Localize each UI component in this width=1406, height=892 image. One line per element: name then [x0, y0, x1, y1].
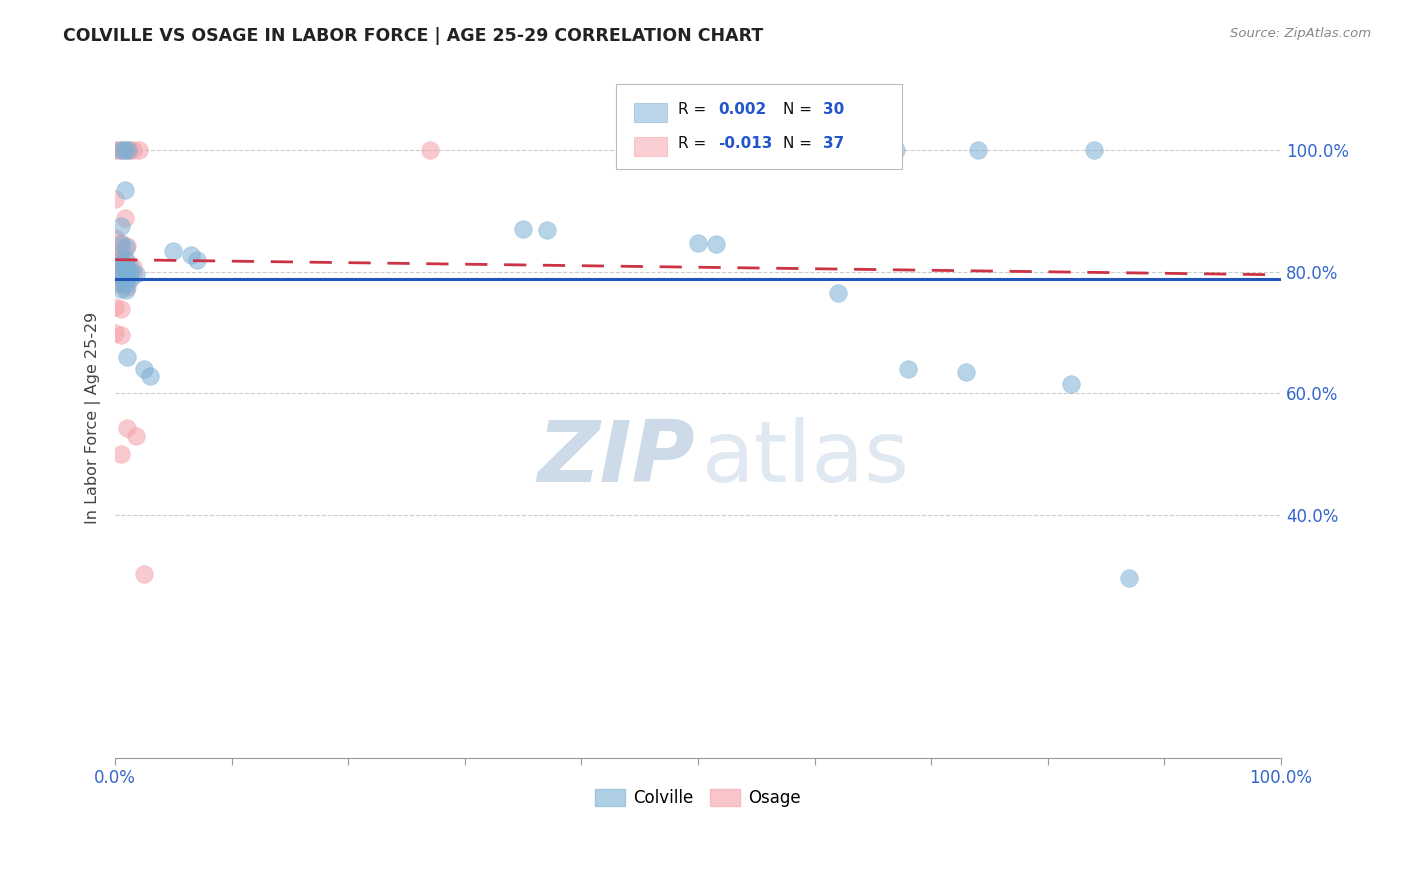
- Point: [114, 183, 136, 197]
- Point: [104, 231, 127, 245]
- Point: [827, 286, 849, 301]
- Point: [111, 275, 134, 289]
- Point: [162, 244, 184, 258]
- Point: [128, 144, 150, 158]
- Point: [111, 245, 134, 260]
- Point: [110, 327, 132, 342]
- Point: [114, 252, 136, 267]
- Point: [115, 269, 138, 284]
- Point: [104, 261, 127, 276]
- Point: [104, 300, 127, 314]
- Point: [114, 211, 136, 226]
- Point: [115, 280, 138, 294]
- FancyBboxPatch shape: [616, 84, 903, 169]
- Point: [104, 144, 127, 158]
- Text: COLVILLE VS OSAGE IN LABOR FORCE | AGE 25-29 CORRELATION CHART: COLVILLE VS OSAGE IN LABOR FORCE | AGE 2…: [63, 27, 763, 45]
- Point: [117, 144, 139, 158]
- Point: [111, 144, 134, 158]
- Point: [110, 269, 132, 284]
- Point: [114, 252, 136, 267]
- Point: [115, 421, 138, 435]
- Point: [115, 239, 138, 253]
- Point: [104, 273, 127, 287]
- Point: [114, 277, 136, 291]
- Point: [114, 240, 136, 254]
- Text: -0.013: -0.013: [718, 136, 772, 151]
- Point: [115, 259, 138, 273]
- Text: ZIP: ZIP: [537, 417, 695, 500]
- Point: [104, 192, 127, 206]
- Point: [110, 258, 132, 272]
- Point: [419, 144, 441, 158]
- Point: [110, 235, 132, 250]
- Point: [114, 259, 136, 273]
- Point: [966, 144, 988, 158]
- Text: N =: N =: [783, 136, 817, 151]
- FancyBboxPatch shape: [634, 136, 666, 156]
- Text: R =: R =: [678, 102, 711, 117]
- Point: [120, 260, 142, 274]
- Point: [110, 258, 132, 272]
- Point: [110, 302, 132, 317]
- Point: [114, 144, 136, 158]
- Point: [110, 276, 132, 290]
- Point: [512, 222, 534, 236]
- Point: [536, 223, 558, 237]
- Point: [121, 260, 143, 274]
- Point: [884, 144, 907, 158]
- Point: [704, 236, 727, 251]
- Legend: Colville, Osage: Colville, Osage: [588, 782, 808, 814]
- Point: [110, 237, 132, 252]
- Point: [107, 144, 129, 158]
- Point: [121, 266, 143, 280]
- Point: [134, 567, 156, 582]
- Point: [134, 362, 156, 376]
- Text: N =: N =: [783, 102, 817, 117]
- Point: [110, 268, 132, 283]
- Point: [104, 244, 127, 258]
- Point: [686, 235, 709, 250]
- Point: [110, 263, 132, 277]
- Point: [114, 265, 136, 279]
- Point: [110, 219, 132, 234]
- Point: [104, 267, 127, 281]
- Point: [110, 263, 132, 277]
- FancyBboxPatch shape: [634, 103, 666, 121]
- Point: [955, 365, 977, 379]
- Text: R =: R =: [678, 136, 711, 151]
- Point: [897, 362, 920, 376]
- Point: [104, 255, 127, 269]
- Point: [125, 267, 148, 281]
- Point: [110, 282, 132, 296]
- Point: [110, 447, 132, 461]
- Text: 37: 37: [823, 136, 844, 151]
- Point: [104, 250, 127, 264]
- Text: 30: 30: [823, 102, 844, 117]
- Point: [120, 266, 142, 280]
- Point: [114, 144, 136, 158]
- Point: [115, 265, 138, 279]
- Point: [115, 350, 138, 364]
- Point: [110, 144, 132, 158]
- Text: atlas: atlas: [702, 417, 910, 500]
- Point: [114, 283, 136, 297]
- Point: [1118, 572, 1140, 586]
- Point: [104, 326, 127, 340]
- Point: [1060, 377, 1083, 392]
- Point: [186, 252, 208, 267]
- Point: [110, 252, 132, 267]
- Point: [125, 429, 148, 443]
- Text: 0.002: 0.002: [718, 102, 766, 117]
- Point: [114, 270, 136, 285]
- Text: Source: ZipAtlas.com: Source: ZipAtlas.com: [1230, 27, 1371, 40]
- Point: [121, 144, 143, 158]
- Point: [139, 369, 162, 384]
- Point: [120, 272, 142, 286]
- Point: [110, 278, 132, 293]
- Y-axis label: In Labor Force | Age 25-29: In Labor Force | Age 25-29: [86, 311, 101, 524]
- Point: [118, 144, 141, 158]
- Point: [180, 248, 202, 262]
- Point: [1083, 144, 1105, 158]
- Point: [108, 252, 131, 266]
